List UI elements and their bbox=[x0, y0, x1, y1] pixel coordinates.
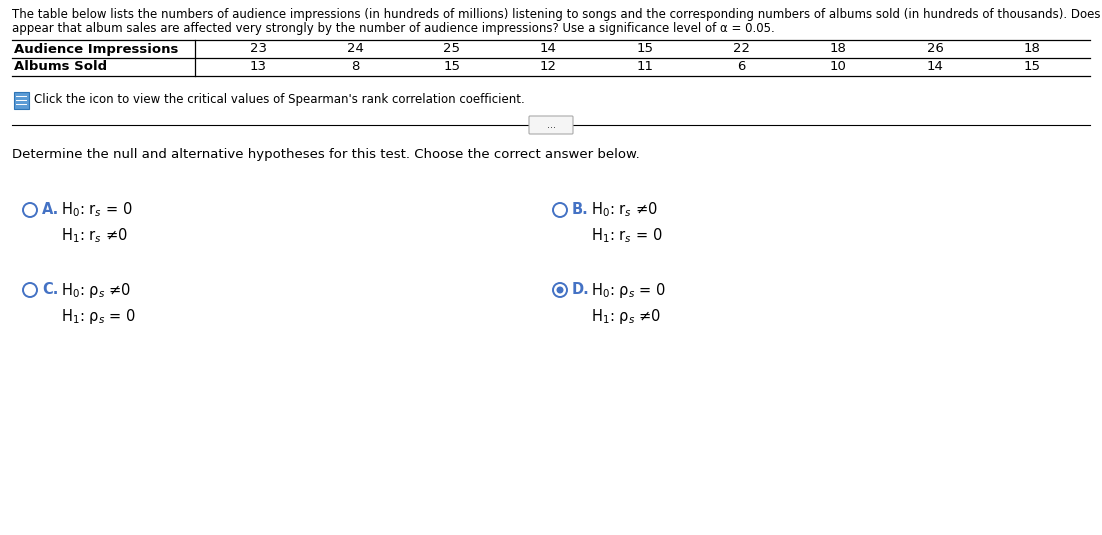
Text: H$_0$: ρ$_s$ = 0: H$_0$: ρ$_s$ = 0 bbox=[591, 280, 666, 300]
Text: 11: 11 bbox=[637, 60, 653, 73]
Text: 15: 15 bbox=[1023, 60, 1040, 73]
Text: H$_1$: r$_s$ = 0: H$_1$: r$_s$ = 0 bbox=[591, 227, 662, 246]
Text: 15: 15 bbox=[637, 42, 653, 56]
Text: Albums Sold: Albums Sold bbox=[14, 60, 107, 73]
Text: Audience Impressions: Audience Impressions bbox=[14, 42, 179, 56]
Text: H$_0$: ρ$_s$ ≠0: H$_0$: ρ$_s$ ≠0 bbox=[61, 280, 131, 300]
Text: 8: 8 bbox=[350, 60, 359, 73]
Text: appear that album sales are affected very strongly by the number of audience imp: appear that album sales are affected ver… bbox=[12, 22, 775, 35]
Text: B.: B. bbox=[572, 203, 588, 218]
Text: H$_1$: r$_s$ ≠0: H$_1$: r$_s$ ≠0 bbox=[61, 227, 128, 246]
Text: 6: 6 bbox=[737, 60, 746, 73]
Text: ...: ... bbox=[547, 120, 555, 130]
Circle shape bbox=[557, 287, 563, 294]
Text: 12: 12 bbox=[540, 60, 557, 73]
FancyBboxPatch shape bbox=[13, 91, 29, 109]
Text: C.: C. bbox=[42, 282, 58, 297]
Text: 13: 13 bbox=[250, 60, 267, 73]
Text: 24: 24 bbox=[346, 42, 364, 56]
Text: 14: 14 bbox=[540, 42, 557, 56]
FancyBboxPatch shape bbox=[529, 116, 573, 134]
Text: D.: D. bbox=[572, 282, 590, 297]
Text: 18: 18 bbox=[830, 42, 846, 56]
Text: H$_1$: ρ$_s$ = 0: H$_1$: ρ$_s$ = 0 bbox=[61, 307, 136, 325]
Text: H$_0$: r$_s$ = 0: H$_0$: r$_s$ = 0 bbox=[61, 201, 132, 219]
Text: 26: 26 bbox=[927, 42, 943, 56]
Text: 18: 18 bbox=[1024, 42, 1040, 56]
Text: 22: 22 bbox=[733, 42, 750, 56]
Text: H$_0$: r$_s$ ≠0: H$_0$: r$_s$ ≠0 bbox=[591, 201, 658, 219]
Text: Determine the null and alternative hypotheses for this test. Choose the correct : Determine the null and alternative hypot… bbox=[12, 148, 640, 161]
Text: Click the icon to view the critical values of Spearman's rank correlation coeffi: Click the icon to view the critical valu… bbox=[34, 94, 525, 106]
Text: H$_1$: ρ$_s$ ≠0: H$_1$: ρ$_s$ ≠0 bbox=[591, 307, 661, 325]
Text: The table below lists the numbers of audience impressions (in hundreds of millio: The table below lists the numbers of aud… bbox=[12, 8, 1102, 21]
Text: 10: 10 bbox=[830, 60, 846, 73]
Text: 14: 14 bbox=[927, 60, 943, 73]
Text: 25: 25 bbox=[443, 42, 461, 56]
Text: 23: 23 bbox=[250, 42, 267, 56]
Text: A.: A. bbox=[42, 203, 60, 218]
Text: 15: 15 bbox=[443, 60, 461, 73]
